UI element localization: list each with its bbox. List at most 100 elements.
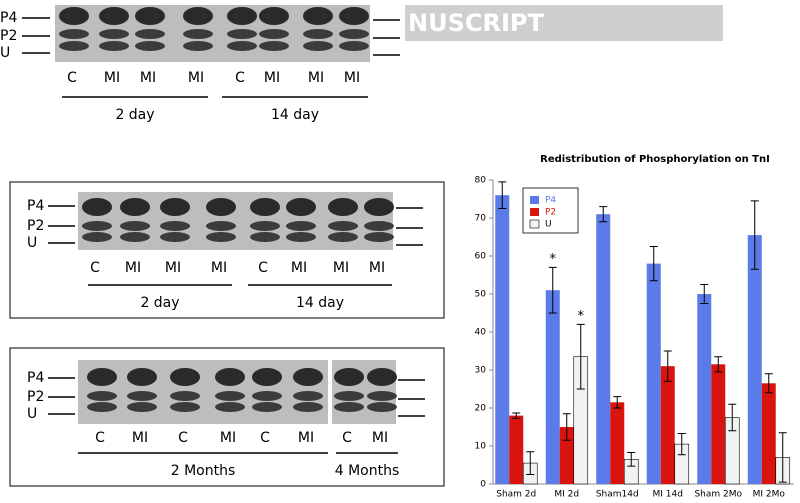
blot-band: [160, 198, 190, 216]
lane-label: MI: [298, 430, 314, 446]
lane-label: C: [260, 430, 270, 446]
bar: [610, 402, 625, 484]
error-bar: [498, 181, 507, 209]
blot-band: [293, 402, 323, 412]
row-label: U: [27, 235, 37, 251]
blot-band: [183, 7, 213, 25]
blot-band: [135, 41, 165, 51]
row-label: P2: [27, 218, 44, 234]
lane-label: MI: [165, 260, 181, 276]
blot-band: [293, 391, 323, 401]
row-label: P2: [27, 389, 44, 405]
lane-label: MI: [291, 260, 307, 276]
blot-band: [206, 198, 236, 216]
lane-label: MI: [369, 260, 385, 276]
y-tick-label: 30: [475, 366, 487, 376]
x-tick-label: MI 2Mo: [753, 490, 786, 500]
blot-band: [87, 368, 117, 386]
blot-band: [59, 41, 89, 51]
blot-image: [78, 360, 328, 424]
blot-band: [293, 368, 323, 386]
y-tick-label: 70: [475, 214, 487, 224]
y-tick-label: 60: [475, 252, 487, 262]
blot-band: [252, 402, 282, 412]
blot-band: [215, 368, 245, 386]
blot-band: [87, 402, 117, 412]
blot-band: [364, 198, 394, 216]
lane-label: MI: [125, 260, 141, 276]
blot-band: [127, 402, 157, 412]
lane-label: MI: [372, 430, 388, 446]
row-label: U: [27, 406, 37, 422]
blot-band: [59, 29, 89, 39]
blot-band: [160, 221, 190, 231]
x-tick-label: MI 2d: [554, 490, 579, 500]
blot-band: [135, 7, 165, 25]
blot-band: [82, 198, 112, 216]
x-tick-label: Sham 2Mo: [694, 490, 742, 500]
blot-band: [227, 41, 257, 51]
y-tick-label: 40: [475, 328, 487, 338]
row-label: P4: [27, 370, 44, 386]
blot-band: [99, 29, 129, 39]
blot-band: [170, 368, 200, 386]
lane-label: C: [90, 260, 100, 276]
lane-label: C: [342, 430, 352, 446]
y-tick-label: 0: [480, 480, 486, 490]
blot-band: [250, 232, 280, 242]
blot-band: [339, 29, 369, 39]
lane-label: MI: [220, 430, 236, 446]
blot-band: [99, 7, 129, 25]
error-bar: [677, 432, 686, 456]
group-label: 14 day: [296, 295, 344, 311]
lane-label: MI: [188, 70, 204, 86]
group-label: 14 day: [271, 107, 319, 123]
error-bar: [512, 412, 521, 419]
blot-band: [127, 391, 157, 401]
blot-band: [215, 391, 245, 401]
lane-label: MI: [104, 70, 120, 86]
lane-label: MI: [132, 430, 148, 446]
lane-label: C: [95, 430, 105, 446]
bar: [509, 415, 524, 484]
blot-band: [59, 7, 89, 25]
error-bar: [778, 432, 787, 483]
blot-band: [120, 221, 150, 231]
blot-band: [206, 232, 236, 242]
blot-band: [286, 232, 316, 242]
blot-band: [170, 391, 200, 401]
x-tick-label: Sham14d: [596, 490, 639, 500]
group-label: 2 Months: [171, 463, 236, 479]
blot-band: [286, 221, 316, 231]
blot-band: [206, 221, 236, 231]
y-tick-label: 20: [475, 404, 487, 414]
legend-swatch: [530, 196, 539, 204]
blot-band: [227, 29, 257, 39]
blot-band: [250, 221, 280, 231]
blot-band: [135, 29, 165, 39]
error-bar: [728, 403, 737, 432]
error-bar: [663, 350, 672, 382]
watermark: NUSCRIPT: [408, 9, 544, 37]
blot-band: [252, 368, 282, 386]
error-bar: [750, 200, 759, 270]
legend-swatch: [529, 219, 540, 229]
blot-band: [286, 198, 316, 216]
blot-band: [87, 391, 117, 401]
blot-band: [367, 368, 397, 386]
error-bar: [700, 284, 709, 304]
error-bar: [562, 413, 571, 441]
lane-label: MI: [140, 70, 156, 86]
blot-band: [339, 7, 369, 25]
error-bar: [627, 451, 636, 467]
y-tick-label: 10: [475, 442, 487, 452]
panel-box: [9, 347, 445, 487]
blot-band: [339, 41, 369, 51]
watermark-box: [405, 5, 723, 41]
blot-band: [303, 41, 333, 51]
blot-band: [82, 221, 112, 231]
lane-label: MI: [211, 260, 227, 276]
blot-band: [259, 7, 289, 25]
error-bar: [714, 356, 723, 373]
annotation: *: [578, 309, 585, 324]
